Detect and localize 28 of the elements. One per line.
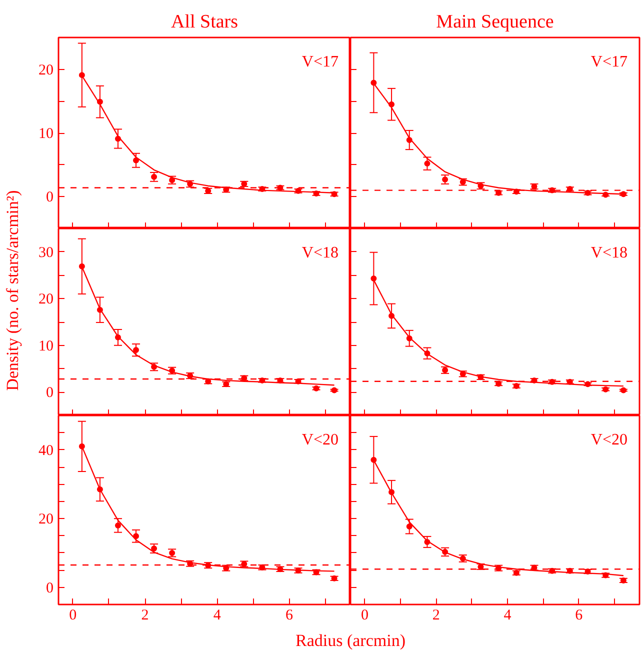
annotation: V<20 — [302, 432, 338, 448]
x-axis-title: Radius (arcmin) — [296, 631, 406, 650]
y-tick-label: 40 — [38, 442, 54, 459]
chart-title: Main Sequence — [436, 12, 554, 32]
x-tick-label: 6 — [575, 608, 584, 624]
y-tick-label: 20 — [38, 292, 54, 308]
x-tick-label: 4 — [504, 608, 512, 624]
y-tick-label: 10 — [38, 338, 54, 354]
y-tick-label: 20 — [38, 62, 54, 78]
annotation: V<18 — [590, 244, 628, 262]
x-tick-label: 2 — [141, 608, 149, 624]
y-tick-label: 20 — [38, 512, 54, 528]
x-tick-label: 0 — [69, 608, 77, 624]
annotation: V<18 — [302, 244, 338, 262]
x-tick-label: 2 — [432, 608, 440, 624]
chart-title: All Stars — [170, 12, 238, 32]
annotation: V<20 — [590, 432, 628, 448]
x-tick-label: 4 — [213, 608, 222, 624]
y-tick-label: 30 — [38, 244, 54, 261]
y-tick-label: 0 — [46, 580, 54, 596]
y-tick-label: 0 — [46, 190, 54, 206]
y-axis-title: Density (no. of stars/arcmin²) — [3, 190, 22, 391]
y-tick-label: 10 — [38, 126, 54, 142]
annotation: V<17 — [302, 54, 338, 70]
y-tick-label: 0 — [46, 385, 54, 402]
annotation: V<17 — [590, 54, 628, 70]
x-tick-label: 0 — [361, 608, 369, 624]
x-tick-label: 6 — [285, 608, 294, 624]
